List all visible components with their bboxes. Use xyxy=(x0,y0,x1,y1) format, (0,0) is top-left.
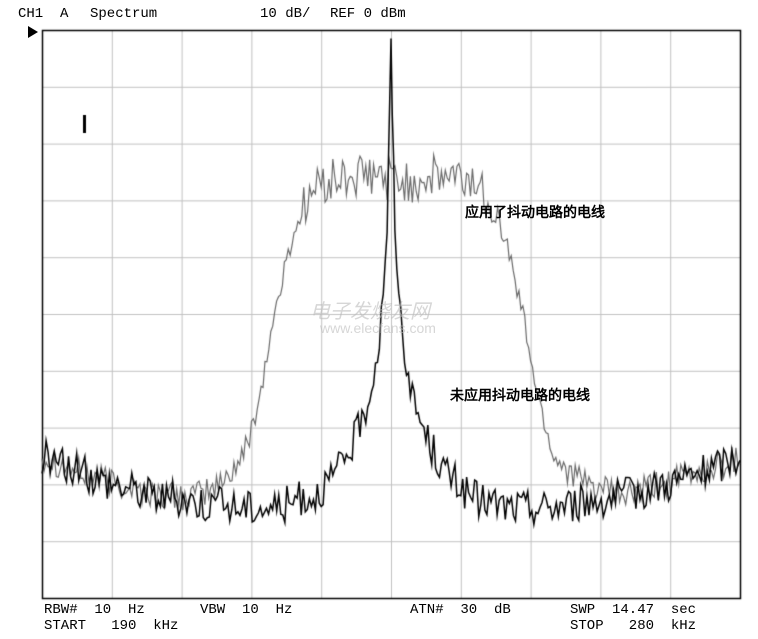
rbw-label: RBW# 10 Hz xyxy=(44,602,145,618)
watermark-sub: www.elecfans.com xyxy=(320,320,436,336)
annotation-with-dither: 应用了抖动电路的电线 xyxy=(465,202,605,222)
atn-label: ATN# 30 dB xyxy=(410,602,511,618)
start-label: START 190 kHz xyxy=(44,618,178,634)
swp-label: SWP 14.47 sec xyxy=(570,602,696,618)
annotation-without-dither: 未应用抖动电路的电线 xyxy=(450,385,590,405)
spectrum-analyzer-screenshot: CH1 A Spectrum 10 dB/ REF 0 dBm 应用了抖动电路的… xyxy=(0,0,758,639)
vbw-label: VBW 10 Hz xyxy=(200,602,292,618)
stop-label: STOP 280 kHz xyxy=(570,618,696,634)
